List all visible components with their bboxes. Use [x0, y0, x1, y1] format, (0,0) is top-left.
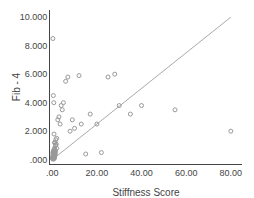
svg-text:Stiffness Score: Stiffness Score: [112, 187, 180, 198]
svg-text:2.000: 2.000: [25, 126, 48, 136]
svg-text:6.000: 6.000: [25, 69, 48, 79]
svg-text:10.000: 10.000: [20, 12, 48, 22]
svg-text:40.00: 40.00: [130, 168, 153, 178]
svg-text:4.000: 4.000: [25, 98, 48, 108]
svg-text:20.00: 20.00: [86, 168, 109, 178]
svg-text:.00: .00: [46, 168, 59, 178]
svg-text:60.00: 60.00: [175, 168, 198, 178]
svg-text:Fib - 4: Fib - 4: [11, 72, 22, 101]
svg-text:8.000: 8.000: [25, 41, 48, 51]
svg-text:80.00: 80.00: [220, 168, 243, 178]
svg-text:.000: .000: [30, 155, 48, 165]
